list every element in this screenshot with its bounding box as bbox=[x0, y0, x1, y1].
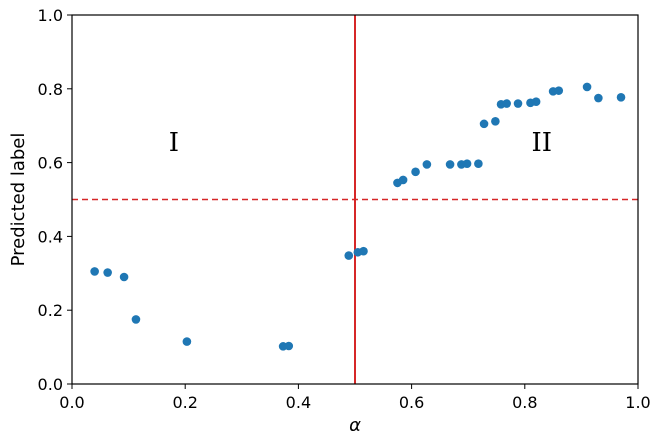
data-point bbox=[582, 82, 592, 92]
x-tick-label: 0.8 bbox=[512, 393, 537, 412]
data-point bbox=[182, 337, 192, 346]
data-point bbox=[474, 159, 483, 169]
x-tick-label: 0.2 bbox=[172, 393, 197, 412]
y-tick-label: 0.8 bbox=[38, 80, 63, 99]
data-point bbox=[90, 267, 99, 276]
region-label-1: I bbox=[169, 128, 179, 158]
data-point bbox=[131, 315, 141, 324]
data-point bbox=[359, 246, 368, 256]
data-point bbox=[616, 92, 626, 102]
data-point bbox=[479, 119, 489, 129]
y-axis: 0.0 0.2 0.4 0.6 0.8 1.0 bbox=[38, 6, 72, 394]
x-tick-label: 0.4 bbox=[286, 393, 311, 412]
data-point bbox=[344, 251, 354, 260]
x-tick-label: 0.0 bbox=[59, 393, 84, 412]
y-tick-label: 1.0 bbox=[38, 6, 63, 25]
data-point bbox=[411, 167, 420, 177]
x-axis: 0.0 0.2 0.4 0.6 0.8 1.0 bbox=[59, 384, 651, 412]
x-tick-label: 1.0 bbox=[625, 393, 650, 412]
data-point bbox=[594, 93, 603, 103]
y-tick-label: 0.6 bbox=[38, 154, 63, 173]
x-axis-title: α bbox=[349, 415, 361, 436]
data-point bbox=[513, 99, 523, 108]
data-point bbox=[119, 272, 129, 282]
region-label-2: II bbox=[532, 128, 553, 158]
y-axis-title: Predicted label bbox=[8, 133, 29, 267]
data-point bbox=[491, 116, 500, 126]
data-point bbox=[554, 86, 564, 95]
data-point bbox=[531, 97, 541, 107]
data-point bbox=[103, 268, 112, 277]
plot-frame bbox=[71, 14, 639, 385]
data-point bbox=[462, 159, 472, 169]
data-point bbox=[445, 160, 455, 169]
y-tick-label: 0.2 bbox=[38, 301, 63, 320]
data-point bbox=[422, 160, 432, 169]
data-point bbox=[284, 341, 294, 351]
y-tick-label: 0.0 bbox=[38, 375, 63, 394]
x-tick-label: 0.6 bbox=[399, 393, 424, 412]
data-point bbox=[502, 99, 511, 108]
plot-area: I II bbox=[71, 14, 639, 385]
data-point bbox=[398, 175, 408, 185]
y-tick-label: 0.4 bbox=[38, 227, 63, 246]
